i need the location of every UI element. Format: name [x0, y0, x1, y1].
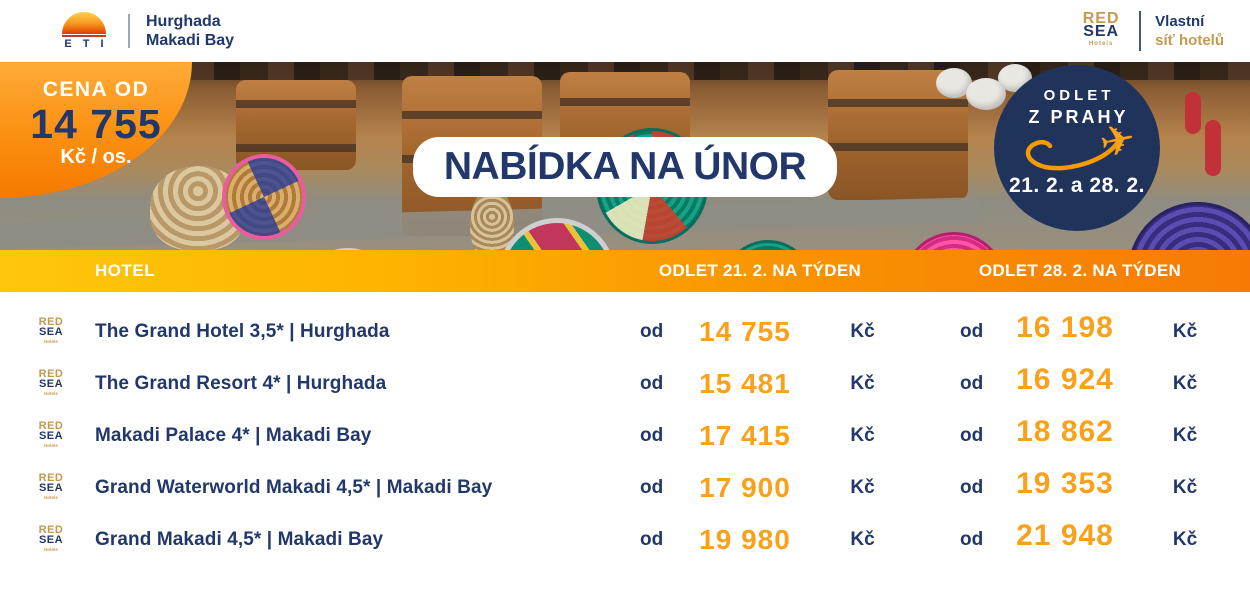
from-label: od	[640, 477, 664, 498]
hotel-name: Grand Makadi 4,5* | Makadi Bay	[95, 529, 384, 550]
network-line1: Vlastní	[1155, 13, 1205, 30]
eti-logo: E T I	[58, 12, 110, 50]
network-divider	[1139, 11, 1142, 51]
destination-label: Hurghada Makadi Bay	[146, 12, 234, 50]
plane-swoosh: ✈	[1013, 113, 1141, 176]
redsea-logo-word2: SEA	[1083, 22, 1120, 40]
redsea-logo-word1: RED	[1082, 9, 1120, 27]
price-28-2: 18 862	[1016, 415, 1114, 448]
currency-label: Kč	[850, 321, 875, 342]
photo-shape	[1205, 120, 1221, 176]
price-21-2: 19 980	[699, 524, 791, 555]
departure-badge: ODLET Z PRAHY ✈ 21. 2. a 28. 2.	[994, 65, 1160, 231]
departure-line2: Z PRAHY	[1028, 107, 1129, 127]
currency-label: Kč	[1172, 373, 1198, 394]
from-label: od	[960, 321, 984, 342]
photo-shape	[470, 188, 514, 250]
from-label: od	[960, 529, 984, 550]
price-28-2: 19 353	[1016, 467, 1114, 500]
redsea-logo: RED SEA Hotels	[1077, 9, 1125, 51]
photo-shape	[722, 240, 814, 250]
from-label: od	[960, 373, 984, 394]
destination-line1: Hurghada	[146, 13, 221, 30]
hotel-name: The Grand Resort 4* | Hurghada	[95, 373, 387, 394]
hotel-name: Grand Waterworld Makadi 4,5* | Makadi Ba…	[95, 477, 493, 498]
redsea-hotel-icon: RED SEA Hotels	[38, 368, 64, 397]
currency-label: Kč	[850, 373, 875, 394]
photo-shape	[902, 232, 1006, 250]
eti-logo-letters: E T I	[64, 38, 108, 50]
currency-label: Kč	[1172, 321, 1198, 342]
eti-logo-divider	[62, 35, 106, 37]
photo-shape	[222, 154, 306, 240]
network-line2: síť hotelů	[1155, 32, 1224, 49]
redsea-logo-sub: Hotels	[1088, 40, 1114, 47]
hotel-name: The Grand Hotel 3,5* | Hurghada	[95, 321, 390, 342]
from-label: od	[960, 425, 984, 446]
column-header-hotel: HOTEL	[95, 261, 156, 280]
hotel-price-table: RED SEA Hotels The Grand Hotel 3,5* | Hu…	[0, 292, 1250, 566]
network-label: Vlastní síť hotelů	[1155, 12, 1224, 50]
price-28-2: 16 198	[1016, 311, 1114, 344]
redsea-hotel-icon: RED SEA Hotels	[38, 524, 64, 553]
from-label: od	[640, 529, 664, 550]
table-header: HOTEL ODLET 21. 2. NA TÝDEN ODLET 28. 2.…	[0, 250, 1250, 292]
column-header-departure-21-2: ODLET 21. 2. NA TÝDEN	[658, 261, 862, 280]
hotel-name: Makadi Palace 4* | Makadi Bay	[95, 425, 372, 446]
redsea-hotel-icon: RED SEA Hotels	[38, 472, 64, 501]
logo-divider	[128, 14, 130, 48]
price-badge-label: CENA OD	[42, 78, 150, 101]
price-21-2: 15 481	[699, 368, 791, 399]
banner-title: NABÍDKA NA ÚNOR	[443, 145, 807, 188]
photo-shape	[1185, 92, 1201, 134]
price-28-2: 21 948	[1016, 519, 1114, 552]
departure-dates: 21. 2. a 28. 2.	[1009, 174, 1145, 197]
currency-label: Kč	[850, 425, 875, 446]
banner-title-box: NABÍDKA NA ÚNOR	[413, 137, 837, 197]
column-header-departure-28-2: ODLET 28. 2. NA TÝDEN	[978, 261, 1182, 280]
price-badge-unit: Kč / os.	[60, 146, 132, 168]
from-label: od	[960, 477, 984, 498]
table-row: RED SEA Hotels The Grand Hotel 3,5* | Hu…	[0, 306, 1250, 358]
from-label: od	[640, 321, 664, 342]
price-21-2: 17 415	[699, 420, 791, 451]
price-28-2: 16 924	[1016, 363, 1114, 396]
eti-sun-icon	[62, 12, 106, 34]
banner: CENA OD 14 755 Kč / os. NABÍDKA NA ÚNOR …	[0, 62, 1250, 250]
currency-label: Kč	[1172, 477, 1198, 498]
currency-label: Kč	[1172, 425, 1198, 446]
price-badge-value: 14 755	[30, 101, 162, 147]
photo-shape	[1128, 202, 1250, 250]
airplane-icon: ✈	[1094, 112, 1140, 169]
table-row: RED SEA Hotels Grand Waterworld Makadi 4…	[0, 462, 1250, 514]
redsea-hotel-icon: RED SEA Hotels	[38, 316, 64, 345]
currency-label: Kč	[850, 477, 875, 498]
destination-line2: Makadi Bay	[146, 32, 235, 49]
from-label: od	[640, 373, 664, 394]
price-21-2: 14 755	[699, 316, 791, 347]
top-bar: E T I Hurghada Makadi Bay RED SEA Hotels…	[0, 0, 1250, 62]
from-label: od	[640, 425, 664, 446]
departure-line1: ODLET	[1043, 87, 1115, 104]
currency-label: Kč	[850, 529, 875, 550]
table-row: RED SEA Hotels Makadi Palace 4* | Makadi…	[0, 410, 1250, 462]
price-21-2: 17 900	[699, 472, 791, 503]
table-row: RED SEA Hotels Grand Makadi 4,5* | Makad…	[0, 514, 1250, 566]
swoosh-icon	[1025, 137, 1122, 171]
redsea-hotel-icon: RED SEA Hotels	[38, 420, 64, 449]
currency-label: Kč	[1172, 529, 1198, 550]
table-row: RED SEA Hotels The Grand Resort 4* | Hur…	[0, 358, 1250, 410]
